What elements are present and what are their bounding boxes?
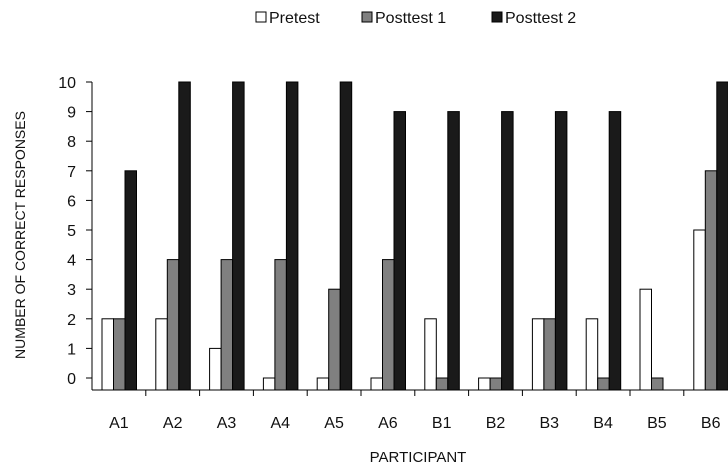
x-tick-label: A2 [163, 415, 183, 432]
x-tick-label: B1 [432, 415, 452, 432]
legend-swatch [255, 11, 267, 23]
bar-posttest-1-a2 [166, 259, 180, 391]
x-axis-label: PARTICIPANT [370, 449, 467, 466]
legend-swatch [361, 11, 373, 23]
y-tick-label: 0 [67, 371, 76, 388]
y-tick-label: 5 [67, 223, 76, 240]
x-tick-label: B6 [701, 415, 721, 432]
bar-posttest-1-a1 [113, 318, 126, 391]
y-tick-label: 4 [67, 253, 76, 270]
bar-pretest-a1 [101, 318, 114, 391]
y-axis-label: NUMBER OF CORRECT RESPONSES [12, 111, 28, 359]
bar-posttest-1-b3 [543, 318, 556, 391]
x-tick-label: A6 [378, 415, 398, 432]
y-tick-label: 8 [67, 134, 76, 151]
x-tick-label: B5 [647, 415, 667, 432]
bar-pretest-a2 [155, 318, 168, 391]
bar-posttest-1-a6 [382, 259, 395, 391]
bar-pretest-b4 [585, 318, 599, 391]
bar-pretest-b3 [531, 318, 545, 391]
bar-pretest-a5 [316, 377, 330, 391]
bar-posttest-1-a5 [328, 288, 341, 391]
bar-posttest-2-b4 [608, 111, 622, 391]
bar-posttest-2-a6 [393, 111, 406, 391]
x-tick-label: B2 [486, 415, 506, 432]
legend-label: Posttest 2 [505, 10, 576, 27]
y-tick-label: 3 [67, 282, 76, 299]
bar-pretest-b2 [478, 377, 491, 391]
bar-posttest-1-b2 [489, 377, 503, 391]
bar-posttest-1-a3 [220, 259, 234, 391]
bar-pretest-a6 [370, 377, 383, 391]
x-tick-label: A4 [271, 415, 291, 432]
x-tick-label: A3 [217, 415, 237, 432]
bar-posttest-2-a4 [285, 81, 299, 391]
bar-posttest-1-b5 [651, 377, 664, 391]
y-tick-label: 10 [58, 75, 76, 92]
y-tick-label: 6 [67, 193, 76, 210]
bar-pretest-b5 [639, 288, 652, 391]
legend-swatch [491, 11, 503, 23]
legend: Pretest Posttest 1 Posttest 2 [255, 10, 576, 27]
bar-posttest-2-b1 [447, 111, 460, 391]
x-tick-label: B4 [593, 415, 613, 432]
bar-pretest-b6 [693, 229, 706, 391]
x-tick-label: B3 [540, 415, 560, 432]
legend-label: Posttest 1 [375, 10, 446, 27]
bar-posttest-1-b1 [435, 377, 449, 391]
y-tick-label: 9 [67, 105, 76, 122]
y-tick-label: 1 [67, 341, 76, 358]
x-tick-label: A1 [109, 415, 129, 432]
x-tick-label: A5 [324, 415, 344, 432]
bar-pretest-a4 [262, 377, 276, 391]
bar-posttest-2-b3 [554, 111, 568, 391]
bars [101, 81, 728, 391]
bar-posttest-1-b4 [597, 377, 610, 391]
bar-posttest-2-a2 [178, 81, 191, 391]
y-tick-label: 7 [67, 164, 76, 181]
bar-pretest-a3 [209, 347, 222, 391]
bar-posttest-2-a5 [339, 81, 353, 391]
bar-posttest-1-b6 [704, 170, 718, 391]
bar-pretest-b1 [424, 318, 437, 391]
bar-posttest-2-a3 [232, 81, 245, 391]
x-axis-ticks: A1 A2 A3 A4 A5 A6 B1 B2 B3 B4 B5 B6 [109, 390, 721, 432]
bar-posttest-2-b2 [501, 111, 514, 391]
y-tick-label: 2 [67, 312, 76, 329]
bar-posttest-1-a4 [274, 259, 287, 391]
y-axis-ticks: 0 1 2 3 4 5 6 7 8 9 10 [58, 75, 92, 388]
bar-posttest-2-b6 [716, 81, 728, 391]
bar-posttest-2-a1 [124, 170, 137, 391]
legend-label: Pretest [269, 10, 320, 27]
